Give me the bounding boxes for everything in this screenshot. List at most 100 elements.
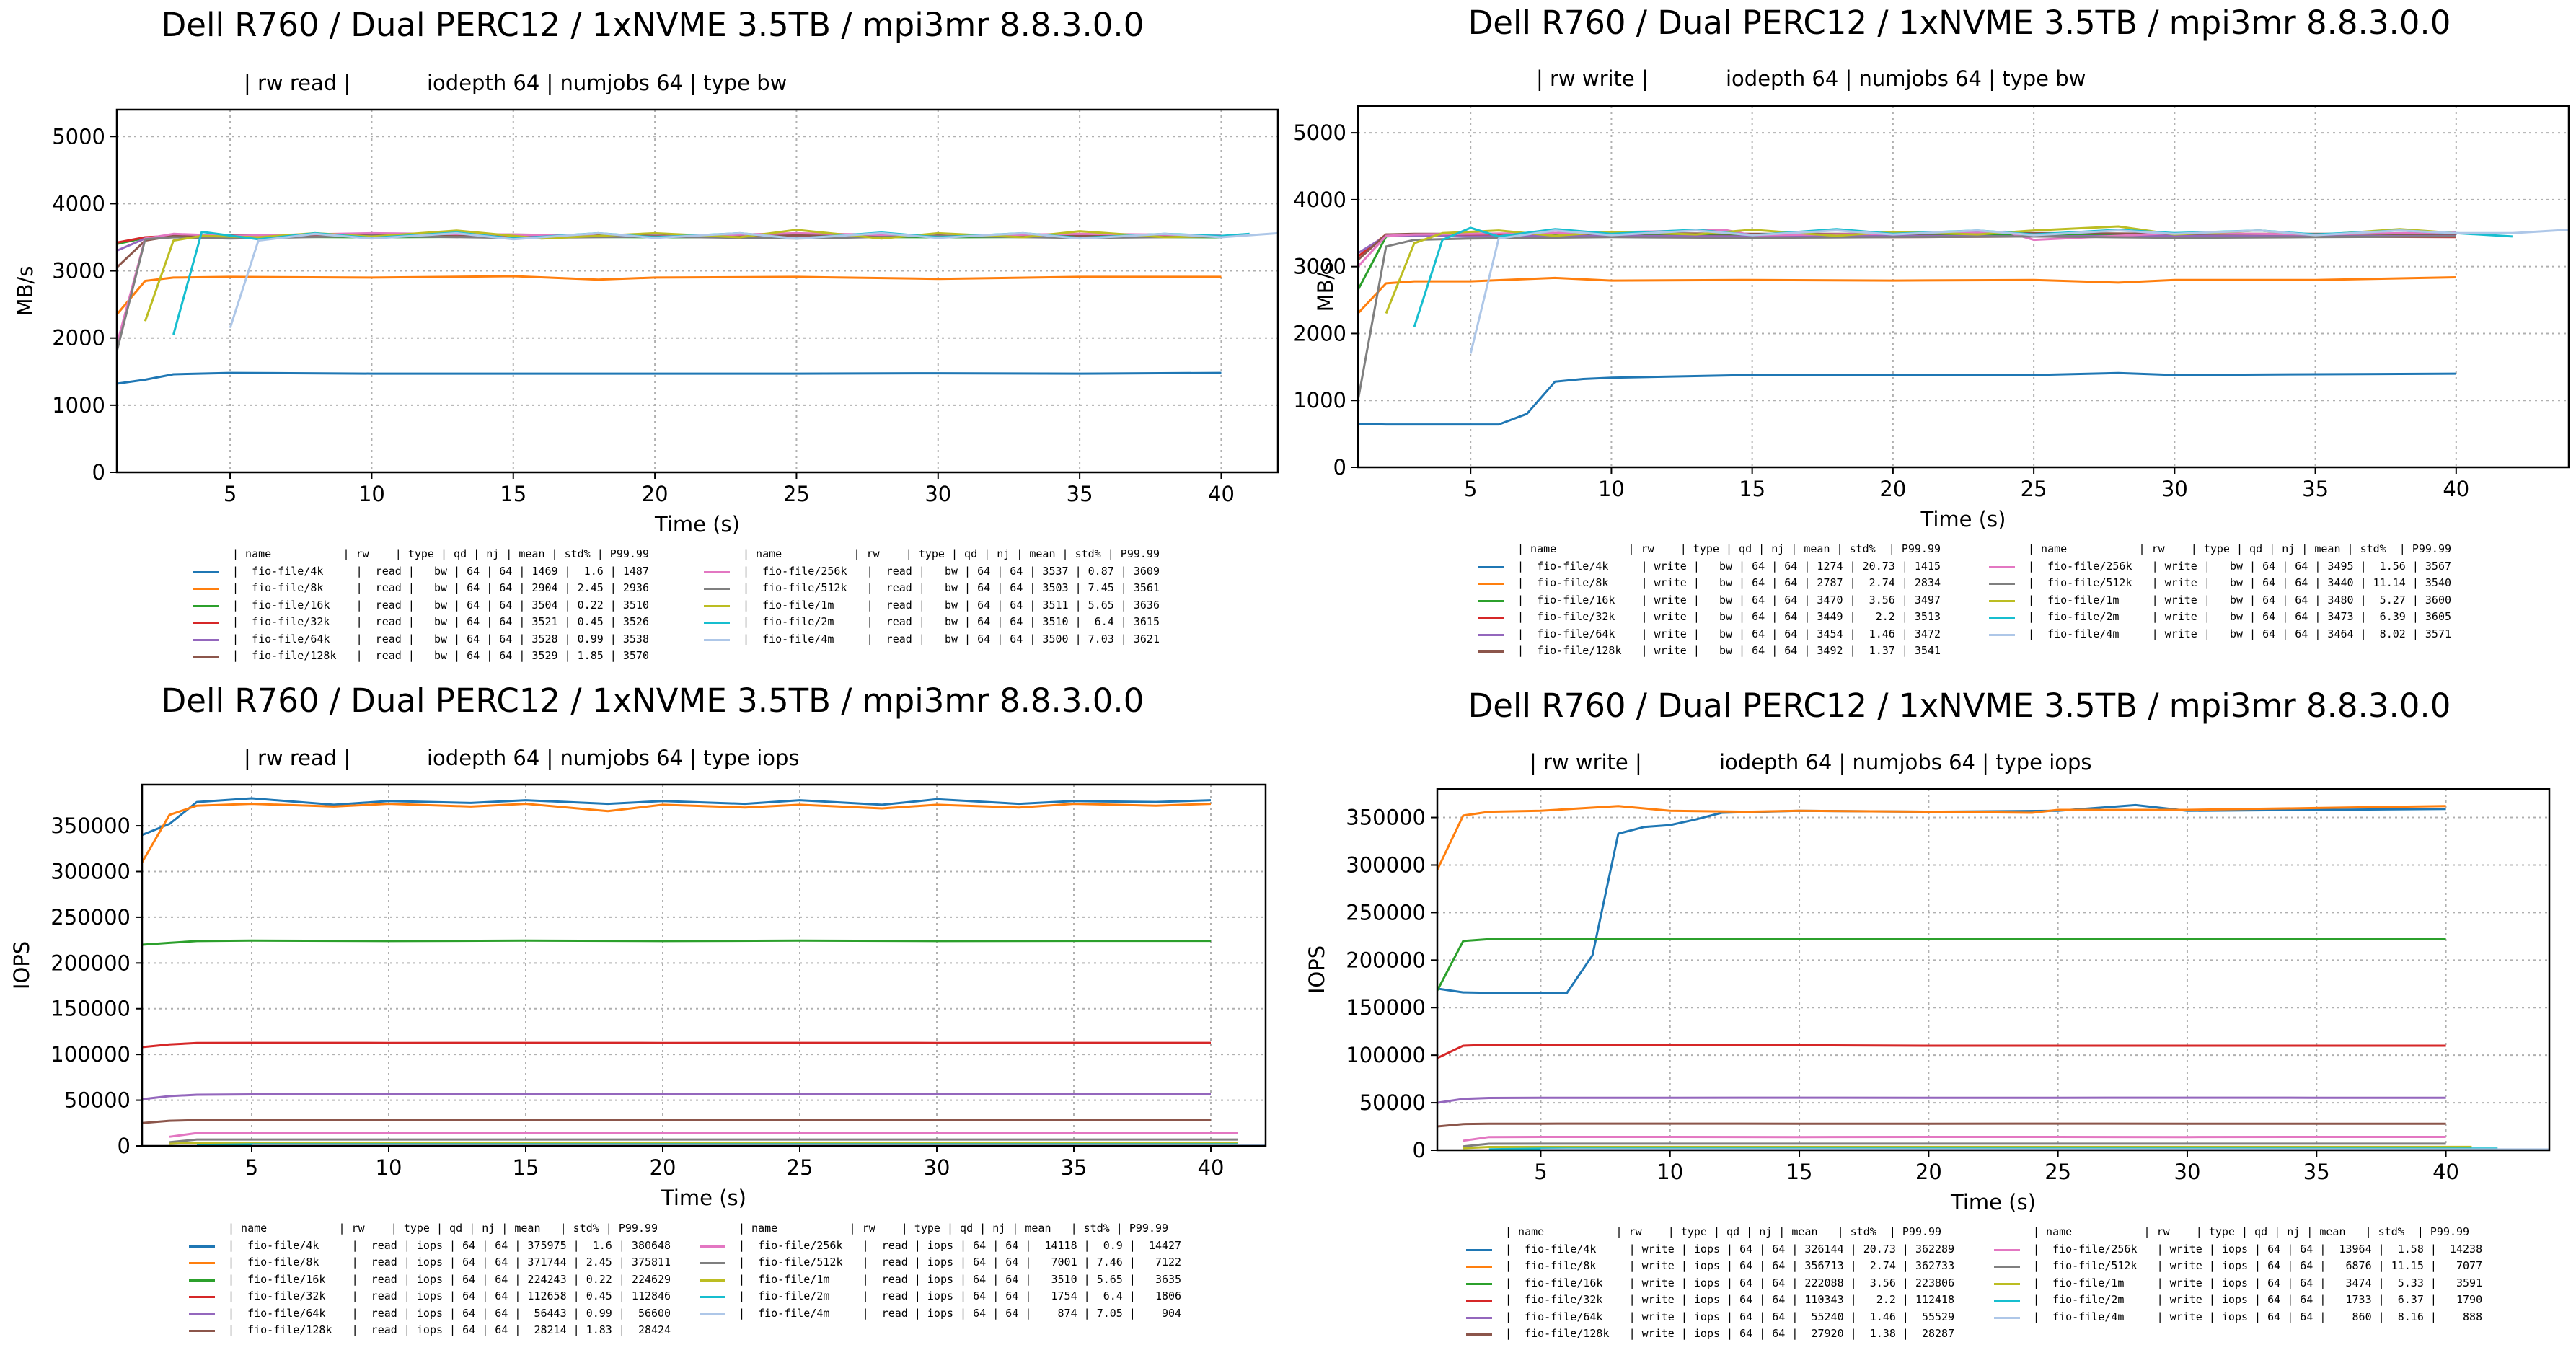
legend-swatch — [193, 638, 219, 641]
legend-swatch — [1478, 650, 1504, 653]
chart-title: Dell R760 / Dual PERC12 / 1xNVME 3.5TB /… — [161, 682, 1144, 720]
legend-swatch — [1994, 1282, 2020, 1285]
legend-entry: | fio-file/128k | write | bw | 64 | 64 |… — [1517, 644, 1941, 657]
legend-swatch — [193, 570, 219, 573]
legend-header: | name | rw | type | qd | nj | mean | st… — [1505, 1225, 1942, 1238]
legend-swatch — [189, 1262, 215, 1264]
legend-entry: | fio-file/512k | write | iops | 64 | 64… — [2033, 1259, 2483, 1272]
legend-swatch — [1989, 599, 2015, 602]
legend-entry: | fio-file/512k | read | iops | 64 | 64 … — [738, 1256, 1182, 1269]
legend-entry: | fio-file/128k | read | iops | 64 | 64 … — [228, 1323, 671, 1336]
subtitle-rw: | rw read | — [244, 746, 351, 770]
legend-entry: | fio-file/4k | write | iops | 64 | 64 |… — [1505, 1242, 1955, 1256]
legend-entry: | fio-file/512k | write | bw | 64 | 64 |… — [2028, 576, 2451, 589]
legend-swatch — [189, 1245, 215, 1248]
chart-title: Dell R760 / Dual PERC12 / 1xNVME 3.5TB /… — [1468, 687, 2451, 725]
chart-title: Dell R760 / Dual PERC12 / 1xNVME 3.5TB /… — [1468, 4, 2451, 42]
legend-swatch — [189, 1296, 215, 1298]
legend-swatch — [1994, 1316, 2020, 1319]
legend-table: | name | rw | type | qd | nj | mean | st… — [1478, 541, 2524, 663]
legend-entry: | fio-file/32k | read | bw | 64 | 64 | 3… — [232, 615, 649, 628]
legend-swatch — [189, 1279, 215, 1282]
plot-frame — [115, 108, 1279, 474]
subtitle-params: iodepth 64 | numjobs 64 | type iops — [427, 746, 800, 770]
legend-swatch — [700, 1245, 725, 1248]
legend-entry: | fio-file/8k | write | bw | 64 | 64 | 2… — [1517, 576, 1941, 589]
series-line-fio-file-4m — [229, 231, 1278, 329]
legend-entry: | fio-file/1m | write | iops | 64 | 64 |… — [2033, 1276, 2483, 1289]
legend-entry: | fio-file/32k | write | bw | 64 | 64 | … — [1517, 610, 1941, 623]
x-tick-label: 40 — [1208, 482, 1235, 506]
y-tick-label: 2000 — [52, 326, 105, 350]
legend-swatch — [1478, 633, 1504, 636]
legend-swatch — [1466, 1282, 1492, 1285]
x-tick-label: 20 — [642, 482, 669, 506]
legend-entry: | fio-file/2m | write | iops | 64 | 64 |… — [2033, 1293, 2483, 1306]
legend-swatch — [1989, 633, 2015, 636]
legend-swatch — [189, 1313, 215, 1315]
subtitle-params: iodepth 64 | numjobs 64 | type iops — [1719, 750, 2092, 775]
subtitle-rw: | rw write | — [1536, 66, 1649, 91]
x-axis-label: Time (s) — [654, 512, 740, 537]
legend-entry: | fio-file/1m | read | bw | 64 | 64 | 35… — [743, 598, 1160, 612]
legend-entry: | fio-file/1m | read | iops | 64 | 64 | … — [738, 1272, 1182, 1286]
series-line-fio-file-128k — [117, 233, 1222, 268]
legend-entry: | fio-file/16k | read | bw | 64 | 64 | 3… — [232, 598, 649, 612]
legend-entry: | fio-file/256k | write | iops | 64 | 64… — [2033, 1242, 2483, 1256]
legend-swatch — [193, 604, 219, 607]
legend-header: | name | rw | type | qd | nj | mean | st… — [228, 1222, 658, 1235]
legend-swatch — [193, 588, 219, 590]
legend-swatch — [704, 604, 730, 607]
legend-swatch — [1478, 617, 1504, 619]
legend-entry: | fio-file/256k | read | bw | 64 | 64 | … — [743, 564, 1160, 578]
series-line-fio-file-1m — [144, 229, 1222, 322]
legend-swatch — [189, 1330, 215, 1332]
legend-entry: | fio-file/4k | read | bw | 64 | 64 | 14… — [232, 564, 649, 578]
legend-table: | name | rw | type | qd | nj | mean | st… — [193, 546, 1203, 669]
legend-swatch — [1466, 1300, 1492, 1302]
legend-entry: | fio-file/32k | write | iops | 64 | 64 … — [1505, 1293, 1955, 1306]
legend-entry: | fio-file/8k | read | iops | 64 | 64 | … — [228, 1256, 671, 1269]
x-tick-label: 15 — [500, 482, 526, 506]
x-tick-label: 5 — [224, 482, 237, 506]
legend-swatch — [1994, 1300, 2020, 1302]
legend-entry: | fio-file/128k | read | bw | 64 | 64 | … — [232, 649, 649, 662]
legend-swatch — [1466, 1333, 1492, 1336]
legend-entry: | fio-file/128k | write | iops | 64 | 64… — [1505, 1327, 1955, 1340]
legend-entry: | fio-file/4m | write | bw | 64 | 64 | 3… — [2028, 627, 2451, 640]
y-tick-label: 4000 — [52, 191, 105, 216]
y-tick-label: 1000 — [52, 393, 105, 418]
legend-swatch — [700, 1296, 725, 1298]
legend-entry: | fio-file/16k | write | bw | 64 | 64 | … — [1517, 593, 1941, 606]
series-line-fio-file-2m — [172, 231, 1250, 335]
legend-swatch — [704, 588, 730, 590]
chart-title: Dell R760 / Dual PERC12 / 1xNVME 3.5TB /… — [161, 6, 1144, 44]
y-tick-label: 0 — [92, 460, 105, 485]
series-line-fio-file-8k — [117, 275, 1222, 316]
legend-entry: | fio-file/32k | read | iops | 64 | 64 |… — [228, 1289, 671, 1302]
legend-header: | name | rw | type | qd | nj | mean | st… — [2028, 542, 2451, 555]
legend-swatch — [1994, 1248, 2020, 1251]
legend-swatch — [704, 622, 730, 624]
legend-table: | name | rw | type | qd | nj | mean | st… — [189, 1220, 1235, 1343]
subtitle-rw: | rw write | — [1530, 750, 1642, 775]
legend-entry: | fio-file/16k | write | iops | 64 | 64 … — [1505, 1276, 1955, 1289]
legend-entry: | fio-file/4m | read | iops | 64 | 64 | … — [738, 1306, 1182, 1320]
legend-entry: | fio-file/256k | read | iops | 64 | 64 … — [738, 1238, 1182, 1252]
legend-swatch — [1466, 1248, 1492, 1251]
legend-swatch — [1466, 1266, 1492, 1268]
legend-entry: | fio-file/64k | write | bw | 64 | 64 | … — [1517, 627, 1941, 640]
series-line-fio-file-512k — [117, 234, 1222, 352]
series-line-fio-file-256k — [117, 231, 1222, 345]
legend-swatch — [193, 622, 219, 624]
legend-entry: | fio-file/4k | read | iops | 64 | 64 | … — [228, 1238, 671, 1252]
legend-entry: | fio-file/2m | read | iops | 64 | 64 | … — [738, 1289, 1182, 1302]
legend-swatch — [700, 1313, 725, 1315]
legend-table: | name | rw | type | qd | nj | mean | st… — [1466, 1224, 2548, 1346]
x-tick-label: 30 — [925, 482, 951, 506]
legend-swatch — [1989, 565, 2015, 568]
legend-swatch — [1989, 617, 2015, 619]
legend-header: | name | rw | type | qd | nj | mean | st… — [2033, 1225, 2470, 1238]
legend-header: | name | rw | type | qd | nj | mean | st… — [1517, 542, 1941, 555]
